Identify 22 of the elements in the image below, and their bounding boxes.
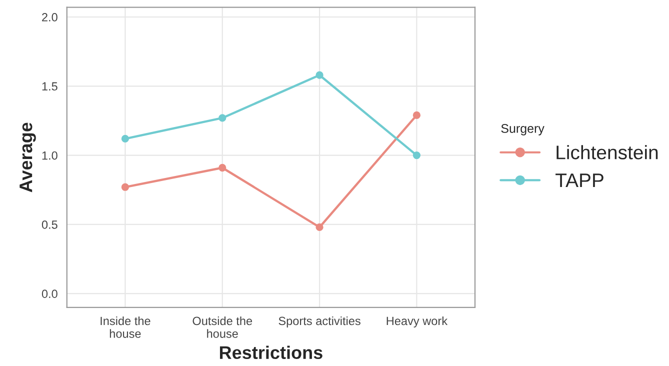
y-tick-label: 0.0: [42, 290, 58, 298]
legend-label: Lichtenstein: [556, 145, 658, 160]
point: [316, 223, 324, 232]
x-tick-label: Outside the house: [192, 316, 252, 338]
x-tick-label: Heavy work: [386, 316, 448, 328]
y-tick-label: 1.5: [42, 82, 58, 91]
x-axis-title: Restrictions: [220, 346, 322, 360]
x-tick-label: Sports activities: [278, 316, 360, 328]
point: [412, 111, 421, 120]
point: [218, 164, 226, 172]
point: [121, 183, 130, 191]
legend-label: TAPP: [556, 174, 604, 188]
point: [412, 151, 421, 160]
x-tick-label: Inside the house: [100, 316, 150, 338]
y-tick-label: 1.0: [42, 151, 58, 160]
y-tick-label: 2.0: [42, 13, 58, 22]
point: [316, 71, 324, 79]
y-axis-title: Average: [20, 122, 36, 192]
point: [121, 134, 130, 143]
point: [218, 114, 226, 122]
legend-title: Surgery: [501, 124, 544, 136]
y-tick-label: 0.5: [42, 220, 58, 229]
